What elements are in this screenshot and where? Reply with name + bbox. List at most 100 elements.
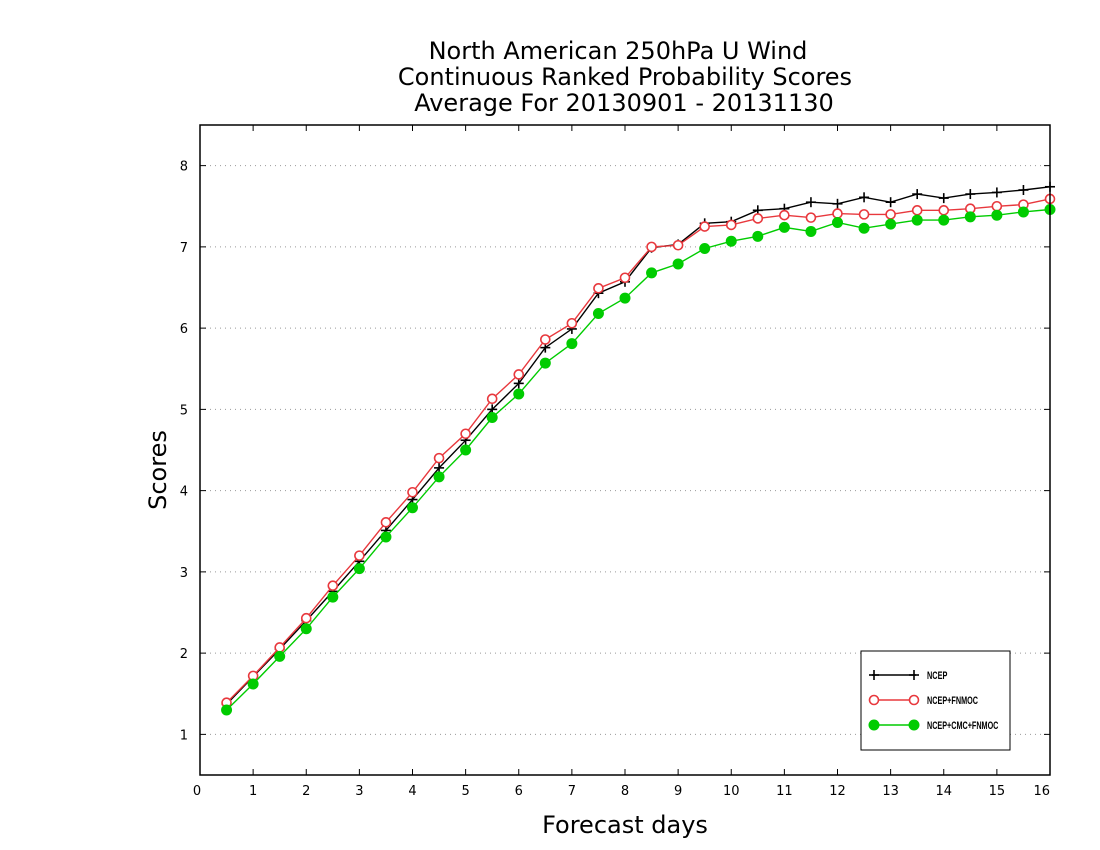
data-point — [247, 678, 259, 690]
data-point — [938, 205, 950, 216]
x-tick-label: 4 — [408, 784, 416, 799]
data-point — [1018, 185, 1029, 195]
data-point — [1017, 206, 1029, 218]
y-axis-label: Scores — [144, 430, 172, 510]
x-tick-label: 16 — [1033, 784, 1050, 799]
data-point — [938, 214, 950, 226]
x-tick-label: 7 — [568, 784, 576, 799]
data-point — [566, 338, 578, 350]
data-point — [779, 209, 790, 221]
data-point — [858, 222, 870, 234]
legend-label: NCEP — [927, 670, 947, 682]
data-point — [274, 650, 286, 662]
data-point — [646, 241, 657, 253]
data-point — [539, 357, 551, 369]
data-point — [991, 200, 1003, 212]
y-tick-label: 6 — [180, 322, 188, 337]
legend-marker — [908, 694, 920, 706]
data-point — [778, 221, 790, 233]
data-point — [380, 531, 392, 543]
data-point — [885, 218, 897, 230]
series-ncep-fnmoc — [221, 193, 1056, 708]
data-point — [300, 623, 312, 635]
series-ncep — [221, 181, 1055, 710]
data-point — [699, 221, 710, 232]
data-point — [885, 197, 896, 208]
legend-marker — [909, 670, 919, 680]
x-tick-label: 13 — [882, 784, 899, 799]
legend-marker — [868, 694, 880, 706]
data-point — [513, 378, 524, 389]
data-point — [672, 239, 684, 251]
x-tick-label: 0 — [193, 784, 201, 799]
data-point — [832, 217, 843, 228]
legend-item: NCEP — [869, 670, 947, 682]
y-tick-label: 4 — [180, 485, 188, 500]
data-point — [380, 517, 392, 528]
legend-marker — [868, 719, 880, 731]
legend-label: NCEP+CMC+FNMOC — [927, 720, 998, 732]
data-point — [433, 471, 445, 483]
data-point — [965, 189, 976, 200]
data-point — [964, 211, 976, 223]
legend-item: NCEP+FNMOC — [868, 694, 978, 707]
x-tick-label: 8 — [621, 784, 629, 799]
data-point — [911, 214, 923, 226]
data-point — [832, 198, 843, 209]
series-layer — [221, 181, 1056, 716]
y-axis-ticks: 1 2 3 4 5 6 7 8 — [180, 160, 1050, 743]
legend-label: NCEP+FNMOC — [927, 695, 978, 707]
x-tick-label: 2 — [302, 784, 310, 799]
x-tick-label: 9 — [674, 784, 682, 799]
data-point — [805, 225, 817, 237]
data-point — [353, 563, 365, 575]
series-line — [226, 186, 1051, 705]
data-point — [911, 205, 923, 216]
data-point — [540, 334, 551, 345]
data-point — [725, 219, 737, 231]
x-tick-label: 6 — [515, 784, 523, 799]
data-point — [752, 230, 764, 242]
data-point — [938, 193, 949, 204]
x-tick-label: 1 — [249, 784, 257, 799]
data-point — [513, 369, 525, 380]
data-point — [486, 412, 498, 423]
legend-marker — [869, 670, 879, 680]
data-point — [407, 502, 418, 514]
data-point — [300, 612, 312, 624]
legend: NCEP NCEP+FNMOC NCEP+CMC+FNMOC — [860, 650, 1011, 751]
y-tick-label: 7 — [180, 241, 188, 256]
data-point — [725, 235, 737, 247]
title-line-1: North American 250hPa U Wind — [429, 37, 808, 65]
data-point — [912, 189, 923, 200]
y-tick-label: 5 — [180, 403, 188, 418]
data-point — [805, 212, 817, 223]
data-point — [434, 462, 445, 473]
y-tick-label: 3 — [180, 566, 188, 581]
x-tick-label: 3 — [355, 784, 363, 799]
data-point — [672, 258, 684, 270]
x-tick-label: 11 — [776, 784, 793, 799]
data-point — [460, 428, 471, 440]
data-point — [699, 243, 711, 254]
data-point — [566, 317, 578, 329]
data-point — [274, 642, 285, 653]
y-tick-label: 1 — [180, 728, 188, 743]
data-point — [859, 192, 870, 203]
data-point — [221, 704, 233, 716]
x-axis-ticks: 0 1 2 3 4 5 6 7 8 9 10 11 12 13 14 15 16 — [193, 125, 1051, 799]
legend-item: NCEP+CMC+FNMOC — [868, 719, 998, 732]
title-line-2: Continuous Ranked Probability Scores — [398, 63, 852, 91]
title-line-3: Average For 20130901 - 20131130 — [414, 89, 834, 117]
data-point — [646, 267, 658, 279]
x-tick-label: 14 — [935, 784, 952, 799]
data-point — [991, 187, 1002, 198]
plot-frame — [199, 124, 1051, 776]
data-point — [460, 444, 472, 456]
x-tick-label: 15 — [989, 784, 1006, 799]
data-point — [619, 292, 631, 304]
series-ncep-cmc-fnmoc — [221, 204, 1056, 716]
data-point — [327, 580, 339, 591]
data-point — [593, 283, 604, 294]
data-point — [592, 308, 604, 319]
